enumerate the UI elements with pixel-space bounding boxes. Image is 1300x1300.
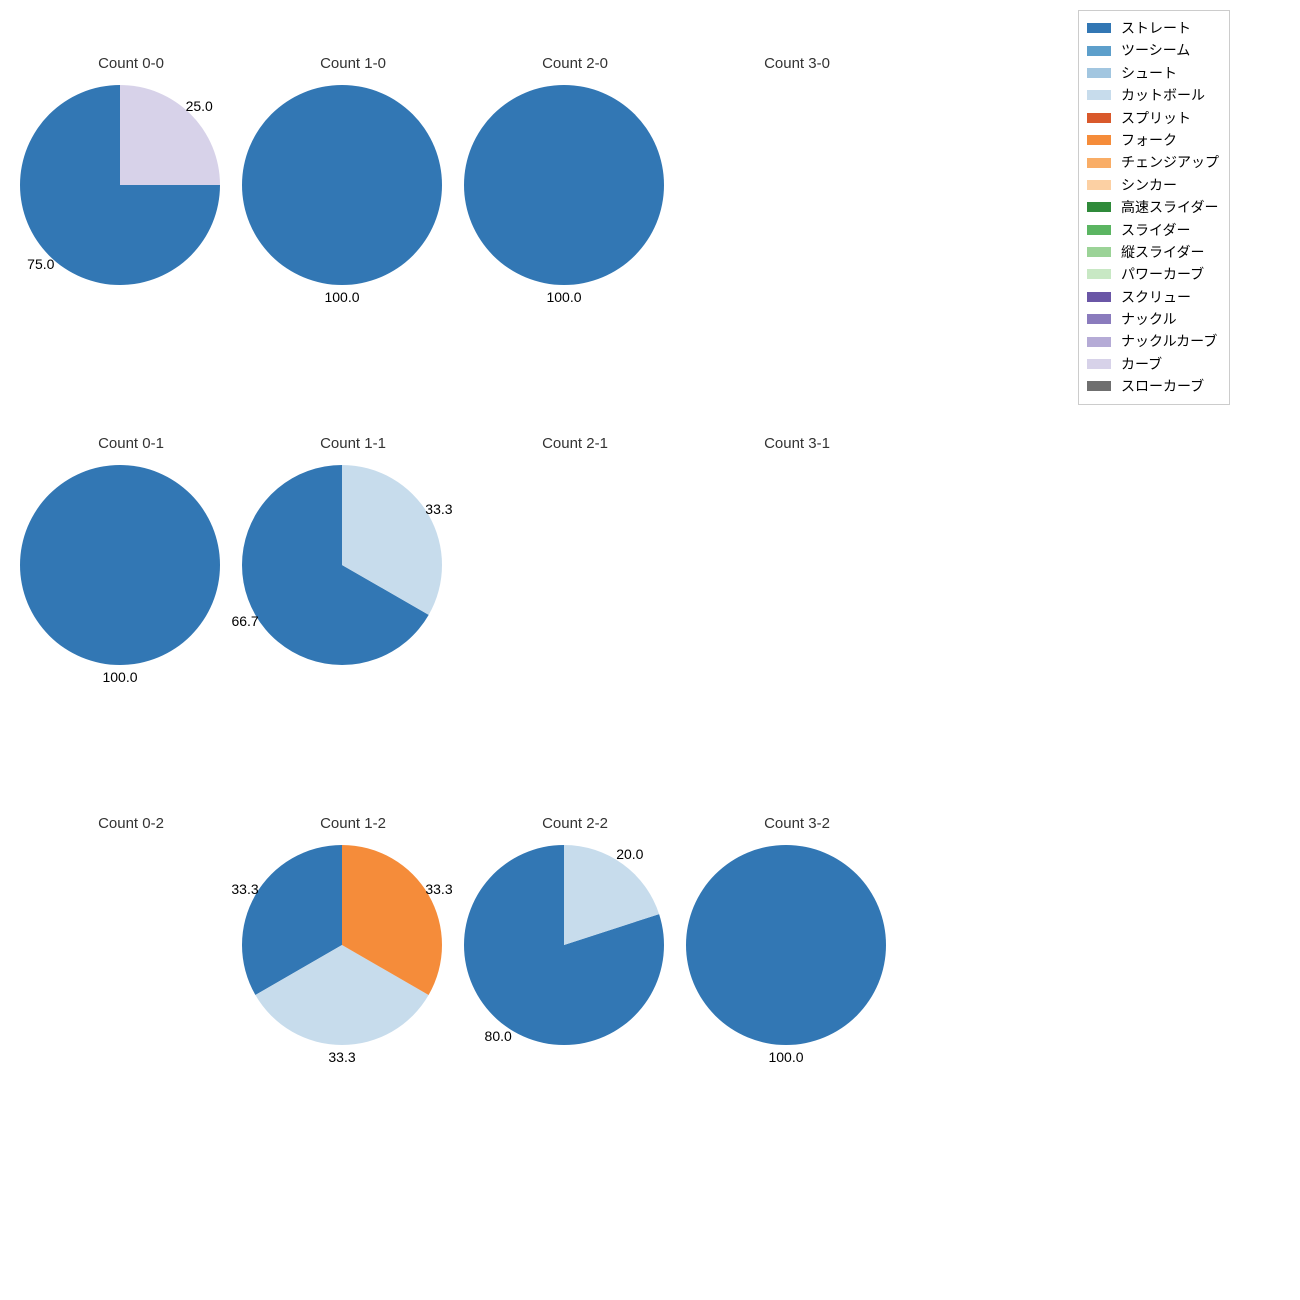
panel-count-3-1: Count 3-1 [686, 435, 908, 705]
panel-count-0-0: Count 0-075.025.0 [20, 55, 242, 325]
pie-label: 80.0 [485, 1028, 512, 1044]
pie-label: 100.0 [768, 1049, 803, 1065]
pie-label: 66.7 [231, 613, 258, 629]
pie-label: 33.3 [425, 501, 452, 517]
pie-label: 33.3 [328, 1049, 355, 1065]
legend-item-curve: カーブ [1087, 353, 1219, 375]
panel-count-3-2: Count 3-2100.0 [686, 815, 908, 1085]
legend-label: ツーシーム [1121, 39, 1190, 61]
legend-label: ナックルカーブ [1121, 330, 1217, 352]
legend-item-slow_curve: スローカーブ [1087, 375, 1219, 397]
legend-swatch [1087, 23, 1111, 33]
pie-slice-straight [242, 85, 442, 285]
legend-swatch [1087, 202, 1111, 212]
legend-label: ストレート [1121, 17, 1191, 39]
legend-swatch [1087, 68, 1111, 78]
legend-label: 縦スライダー [1121, 241, 1204, 263]
pie-label: 25.0 [186, 98, 213, 114]
legend-item-changeup: チェンジアップ [1087, 151, 1219, 173]
legend: ストレートツーシームシュートカットボールスプリットフォークチェンジアップシンカー… [1078, 10, 1230, 405]
legend-item-shoot: シュート [1087, 62, 1219, 84]
legend-swatch [1087, 46, 1111, 56]
legend-item-slider: スライダー [1087, 219, 1219, 241]
panel-count-1-0: Count 1-0100.0 [242, 55, 464, 325]
legend-item-fast_slider: 高速スライダー [1087, 196, 1219, 218]
legend-swatch [1087, 180, 1111, 190]
legend-item-knuckle: ナックル [1087, 308, 1219, 330]
legend-swatch [1087, 381, 1111, 391]
legend-item-cut_ball: カットボール [1087, 84, 1219, 106]
panel-count-2-2: Count 2-280.020.0 [464, 815, 686, 1085]
legend-label: シュート [1121, 62, 1177, 84]
legend-item-straight: ストレート [1087, 17, 1219, 39]
legend-label: スプリット [1121, 107, 1191, 129]
legend-swatch [1087, 90, 1111, 100]
panel-count-2-0: Count 2-0100.0 [464, 55, 686, 325]
legend-item-sinker: シンカー [1087, 174, 1219, 196]
panel-title: Count 3-0 [686, 55, 908, 72]
legend-swatch [1087, 113, 1111, 123]
legend-label: カーブ [1121, 353, 1162, 375]
legend-item-split: スプリット [1087, 107, 1219, 129]
legend-label: フォーク [1121, 129, 1177, 151]
legend-item-two_seam: ツーシーム [1087, 39, 1219, 61]
pie-svg [222, 435, 484, 725]
pie-label: 100.0 [324, 289, 359, 305]
pie-label: 100.0 [546, 289, 581, 305]
panel-count-2-1: Count 2-1 [464, 435, 686, 705]
legend-item-power_curve: パワーカーブ [1087, 263, 1219, 285]
legend-label: パワーカーブ [1121, 263, 1204, 285]
panel-title: Count 0-2 [20, 815, 242, 832]
legend-swatch [1087, 337, 1111, 347]
legend-item-screw: スクリュー [1087, 286, 1219, 308]
legend-swatch [1087, 225, 1111, 235]
legend-label: カットボール [1121, 84, 1205, 106]
legend-swatch [1087, 292, 1111, 302]
legend-label: シンカー [1121, 174, 1177, 196]
chart-area: Count 0-075.025.0Count 1-0100.0Count 2-0… [0, 0, 1300, 1300]
pie-slice-straight [464, 85, 664, 285]
panel-count-1-2: Count 1-233.333.333.3 [242, 815, 464, 1085]
pie-slice-straight [20, 465, 220, 665]
legend-swatch [1087, 269, 1111, 279]
legend-label: スライダー [1121, 219, 1190, 241]
panel-count-1-1: Count 1-166.733.3 [242, 435, 464, 705]
pie-slice-straight [686, 845, 886, 1045]
panel-count-0-1: Count 0-1100.0 [20, 435, 242, 705]
legend-label: チェンジアップ [1121, 151, 1219, 173]
legend-label: 高速スライダー [1121, 196, 1218, 218]
legend-item-fork: フォーク [1087, 129, 1219, 151]
legend-label: ナックル [1121, 308, 1177, 330]
panel-title: Count 3-1 [686, 435, 908, 452]
pie-label: 20.0 [616, 846, 643, 862]
pie-label: 100.0 [102, 669, 137, 685]
panel-count-3-0: Count 3-0 [686, 55, 908, 325]
legend-swatch [1087, 135, 1111, 145]
pie-label: 75.0 [27, 256, 54, 272]
legend-swatch [1087, 158, 1111, 168]
legend-swatch [1087, 359, 1111, 369]
legend-item-vert_slider: 縦スライダー [1087, 241, 1219, 263]
legend-swatch [1087, 247, 1111, 257]
panel-title: Count 2-1 [464, 435, 686, 452]
legend-label: スクリュー [1121, 286, 1191, 308]
legend-swatch [1087, 314, 1111, 324]
panel-count-0-2: Count 0-2 [20, 815, 242, 1085]
legend-label: スローカーブ [1121, 375, 1204, 397]
pie-label: 33.3 [231, 881, 258, 897]
legend-item-knuckle_curve: ナックルカーブ [1087, 330, 1219, 352]
